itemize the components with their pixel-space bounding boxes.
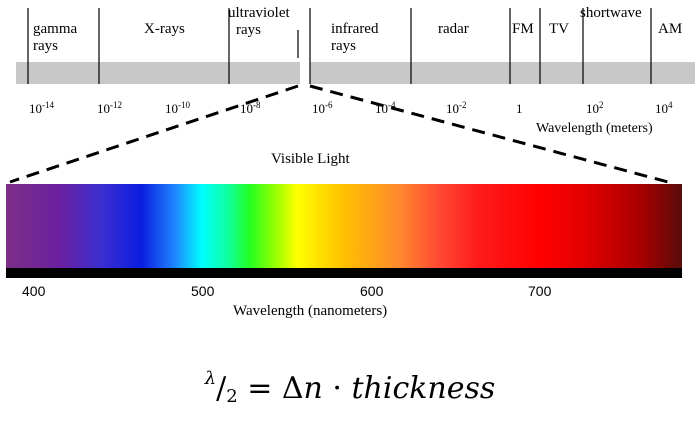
meter-tick-label: 10-6 [312,100,333,116]
nanometer-axis-bar [6,268,682,278]
nm-tick-label: 600 [360,283,384,299]
retardation-formula: λ/2 = Δn · thickness [204,368,496,407]
meter-tick-label: 10-14 [29,100,54,116]
band-label-am: AM [658,21,683,37]
band-label-tv: TV [549,21,569,37]
zoom-line-left [9,84,299,184]
meter-tick-label: 104 [655,100,673,116]
em-scale-graphic [9,8,695,184]
meter-tick-label: 10-4 [375,100,396,116]
em-scale-bar-right [310,62,695,84]
meter-tick-label: 10-12 [97,100,122,116]
meter-tick-label: 1 [516,101,523,116]
band-label-fm: FM [512,21,534,37]
meter-tick-label: 102 [586,100,604,116]
meter-tick-label: 10-8 [240,100,261,116]
meter-tick-label: 10-10 [165,100,190,116]
band-label-ultraviolet: ultraviolet rays [228,5,290,38]
em-scale-bar-left [16,62,300,84]
visible-light-title: Visible Light [271,151,350,167]
band-label-shortwave: shortwave [580,5,642,21]
nm-tick-label: 700 [528,283,552,299]
visible-spectrum-bar [6,184,682,268]
band-label-infrared: infrared rays [331,21,379,54]
band-dividers [27,8,652,84]
meters-axis-title: Wavelength (meters) [536,121,653,136]
band-label-radar: radar [438,21,469,37]
lambda-over-two: λ/2 [204,368,238,407]
band-label-gamma: gamma rays [33,21,78,54]
meter-tick-label: 10-2 [446,100,467,116]
nm-tick-label: 400 [22,283,46,299]
nm-tick-label: 500 [191,283,215,299]
band-label-xrays: X-rays [144,21,185,37]
nanometers-axis-title: Wavelength (nanometers) [233,303,388,319]
